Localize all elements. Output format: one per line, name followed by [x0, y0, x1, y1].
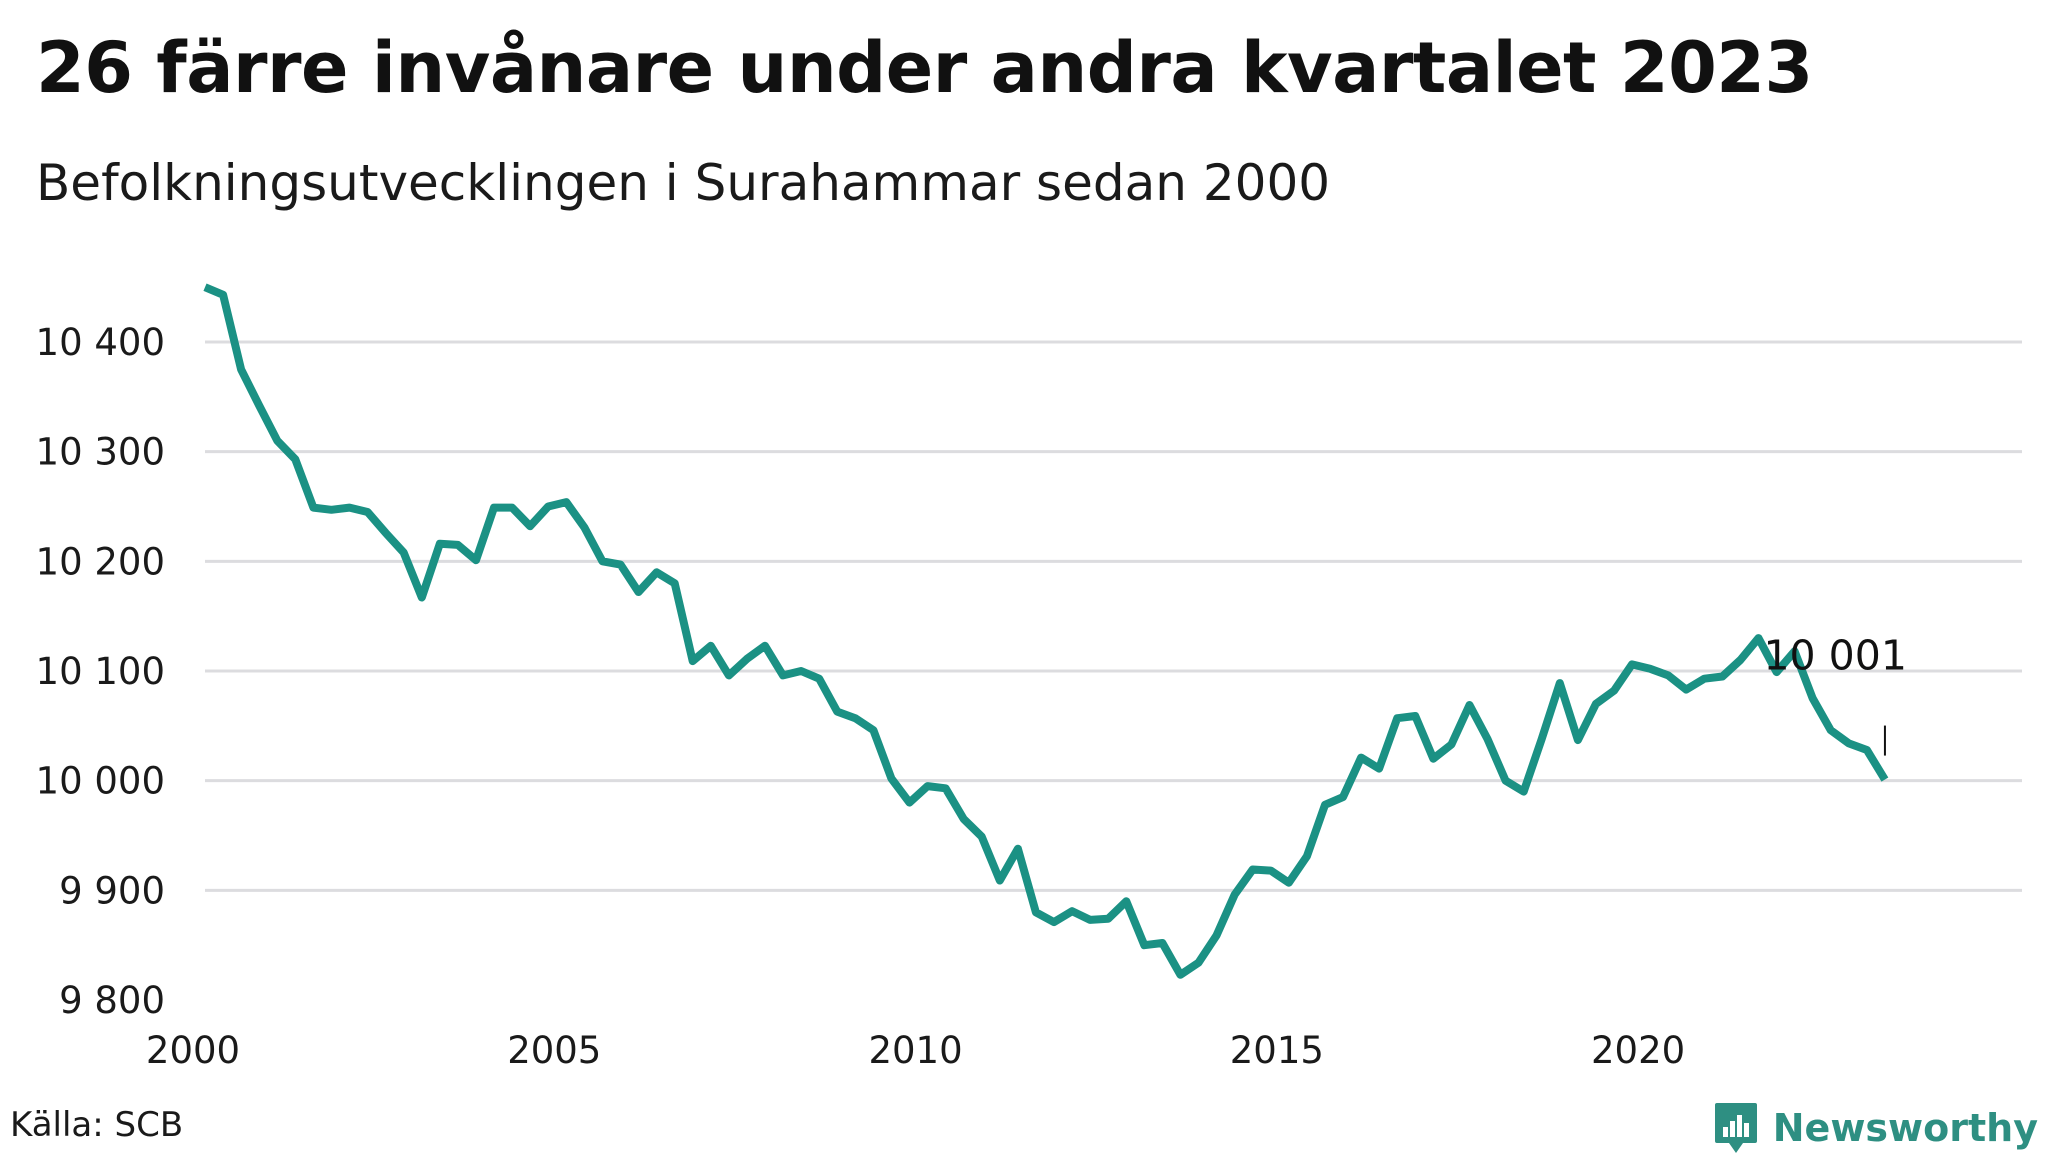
newsworthy-logo-icon [1714, 1103, 1757, 1153]
line-chart: 9 800 9 900 10 000 10 100 10 200 10 300 10 400… [36, 283, 2022, 1072]
chart-title: 26 färre invånare under andra kvartalet … [36, 27, 1813, 109]
x-tick-label: 2005 [507, 1029, 601, 1072]
chart-subtitle: Befolkningsutvecklingen i Surahammar sed… [36, 154, 1331, 212]
y-tick-label: 9 900 [59, 869, 165, 912]
brand-logo[interactable]: Newsworthy [1713, 1098, 2038, 1158]
x-tick-label: 2015 [1230, 1029, 1324, 1072]
end-value-label: 10 001 [1763, 632, 1906, 680]
y-tick-label: 10 300 [36, 431, 165, 474]
y-tick-label: 10 100 [36, 650, 165, 693]
y-tick-label: 10 000 [36, 760, 165, 803]
series-line [203, 283, 1889, 979]
end-label-layer: 10 001 [1763, 632, 1907, 756]
x-tick-label: 2020 [1591, 1029, 1685, 1072]
y-axis-ticks: 9 800 9 900 10 000 10 100 10 200 10 300 10 400 [36, 321, 165, 1022]
grid-lines [205, 340, 2022, 892]
brand-name: Newsworthy [1772, 1106, 2038, 1150]
source-note: Källa: SCB [10, 1105, 184, 1145]
series-layer [203, 283, 1889, 979]
y-tick-label: 10 400 [36, 321, 165, 364]
x-tick-label: 2010 [868, 1029, 962, 1072]
x-axis-ticks: 2000 2005 2010 2015 2020 [146, 1029, 1685, 1072]
y-tick-label: 10 200 [36, 540, 165, 583]
x-tick-label: 2000 [146, 1029, 240, 1072]
y-tick-label: 9 800 [59, 979, 165, 1022]
